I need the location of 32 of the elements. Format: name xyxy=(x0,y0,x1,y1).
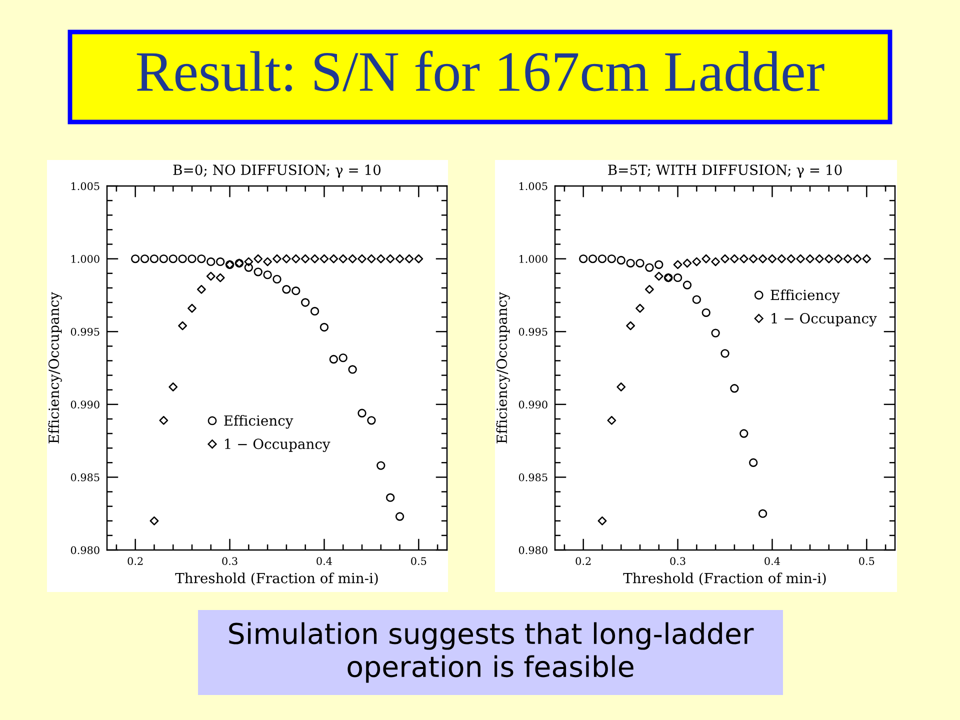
y-axis-title: Efficiency/Occupancy xyxy=(496,292,510,444)
x-tick-label: 0.4 xyxy=(764,557,780,566)
legend-label: Efficiency xyxy=(770,289,840,304)
x-tick-label: 0.2 xyxy=(576,557,591,566)
x-axis-title: Threshold (Fraction of min-i) xyxy=(623,572,826,586)
x-axis-title: Threshold (Fraction of min-i) xyxy=(175,572,378,586)
y-tick-label: 0.995 xyxy=(518,328,548,336)
y-tick-label: 1.000 xyxy=(520,255,548,263)
text: Result: S/N for 167cm Ladder xyxy=(136,50,824,92)
chart-title: B=0; NO DIFFUSION; γ = 10 xyxy=(173,164,381,178)
x-tick-label: 0.3 xyxy=(222,557,238,566)
x-tick-label: 0.2 xyxy=(128,557,143,566)
legend-label: 1 − Occupancy xyxy=(225,438,330,452)
y-tick-label: 1.005 xyxy=(72,182,100,190)
y-tick-label: 0.980 xyxy=(70,546,100,554)
legend-label: Efficiency xyxy=(224,415,294,429)
y-tick-label: 0.990 xyxy=(70,400,100,409)
y-tick-label: 1.000 xyxy=(72,255,100,263)
x-tick-label: 0.5 xyxy=(859,557,874,566)
y-tick-label: 0.985 xyxy=(70,473,100,482)
y-tick-label: 0.980 xyxy=(518,546,548,554)
x-tick-label: 0.5 xyxy=(411,557,426,566)
y-axis-title: Efficiency/Occupancy xyxy=(48,292,62,444)
text: Simulation suggests that long-ladder operation is feasible xyxy=(229,622,754,683)
y-tick-label: 0.995 xyxy=(70,328,100,336)
y-tick-label: 0.985 xyxy=(518,473,548,482)
y-tick-label: 1.005 xyxy=(520,182,548,190)
y-tick-label: 0.990 xyxy=(518,400,548,409)
x-tick-label: 0.4 xyxy=(316,557,332,566)
chart-title: B=5T; WITH DIFFUSION; γ = 10 xyxy=(608,164,842,178)
x-tick-label: 0.3 xyxy=(670,557,686,566)
legend-label: 1 − Occupancy xyxy=(772,313,877,326)
